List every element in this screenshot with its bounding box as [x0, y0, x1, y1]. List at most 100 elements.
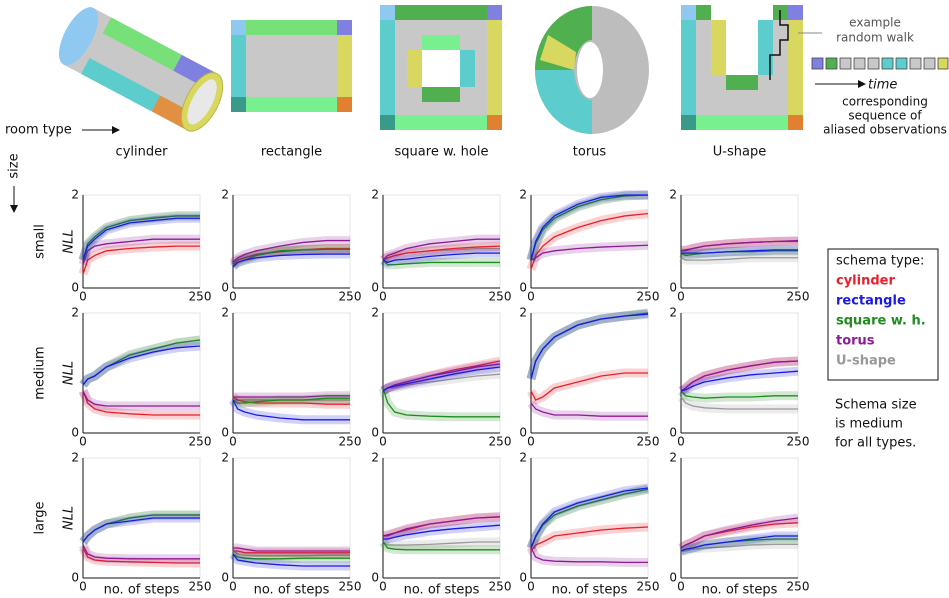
x-tick-label: 0: [229, 435, 237, 449]
legend-entry: rectangle: [836, 294, 906, 309]
legend-entry: torus: [836, 334, 875, 349]
y-tick-label: 2: [221, 451, 229, 465]
y-tick-label: 2: [371, 188, 379, 202]
row-label: small: [33, 224, 48, 259]
walk-label: random walk: [836, 31, 914, 45]
y-tick-label: 2: [519, 188, 527, 202]
figure: example random walk time corresponding s…: [0, 0, 949, 598]
x-tick-label: 250: [339, 580, 362, 594]
y-tick-label: 0: [519, 571, 527, 585]
size-label: size: [7, 153, 22, 178]
legend-entry: U-shape: [836, 354, 896, 369]
y-tick-label: 2: [519, 451, 527, 465]
row-label: large: [33, 502, 48, 535]
y-tick-label: 2: [669, 188, 677, 202]
x-axis-label: no. of steps: [702, 583, 778, 598]
column-title: rectangle: [261, 145, 322, 160]
x-tick-label: 0: [527, 580, 535, 594]
room-type-label: room type: [5, 123, 72, 138]
x-axis-label: no. of steps: [404, 583, 480, 598]
y-tick-label: 2: [221, 306, 229, 320]
x-axis-label: no. of steps: [104, 583, 180, 598]
y-tick-label: 0: [371, 426, 379, 440]
y-tick-label: 2: [519, 306, 527, 320]
walk-label: example: [849, 16, 901, 30]
note: Schema size: [835, 398, 917, 413]
x-tick-label: 250: [339, 435, 362, 449]
room-type-arrow-head: [112, 126, 120, 134]
x-tick-label: 0: [677, 290, 685, 304]
time-arrow-head: [858, 80, 866, 88]
x-tick-label: 0: [379, 290, 387, 304]
time-label: time: [868, 78, 897, 93]
y-tick-label: 0: [371, 281, 379, 295]
note: is medium: [835, 417, 903, 432]
y-tick-label: 2: [669, 306, 677, 320]
x-tick-label: 250: [637, 580, 660, 594]
x-tick-label: 0: [677, 435, 685, 449]
observation-sequence: [812, 58, 948, 69]
y-tick-label: 0: [71, 571, 79, 585]
legend-title: schema type:: [836, 254, 924, 269]
legend-entry: square w. h.: [836, 314, 926, 329]
u-shape-illustration: [681, 5, 803, 130]
sequence-label: corresponding: [842, 95, 928, 109]
y-tick-label: 2: [221, 188, 229, 202]
x-tick-label: 250: [339, 290, 362, 304]
y-tick-label: 2: [371, 306, 379, 320]
y-axis-label: NLL: [62, 506, 77, 530]
y-tick-label: 2: [71, 188, 79, 202]
size-arrow-head: [10, 205, 18, 213]
y-tick-label: 2: [71, 306, 79, 320]
y-tick-label: 2: [71, 451, 79, 465]
y-axis-label: NLL: [62, 361, 77, 385]
y-tick-label: 0: [669, 281, 677, 295]
y-tick-label: 0: [669, 571, 677, 585]
x-tick-label: 250: [787, 290, 810, 304]
y-tick-label: 2: [371, 451, 379, 465]
x-tick-label: 0: [379, 580, 387, 594]
y-tick-label: 0: [221, 426, 229, 440]
y-tick-label: 2: [669, 451, 677, 465]
y-tick-label: 0: [371, 571, 379, 585]
x-tick-label: 250: [489, 580, 512, 594]
x-tick-label: 250: [787, 435, 810, 449]
note: for all types.: [835, 436, 916, 451]
sequence-label: aliased observations: [823, 123, 947, 137]
y-tick-label: 0: [221, 281, 229, 295]
x-tick-label: 0: [527, 435, 535, 449]
x-tick-label: 0: [379, 435, 387, 449]
y-axis-label: NLL: [62, 229, 77, 253]
cylinder-illustration: [51, 1, 231, 137]
x-tick-label: 0: [527, 290, 535, 304]
column-title: cylinder: [116, 145, 169, 160]
y-tick-label: 0: [519, 281, 527, 295]
x-tick-label: 0: [79, 290, 87, 304]
x-tick-label: 250: [189, 435, 212, 449]
x-tick-label: 250: [787, 580, 810, 594]
y-tick-label: 0: [221, 571, 229, 585]
x-axis-label: no. of steps: [254, 583, 330, 598]
x-tick-label: 0: [79, 435, 87, 449]
row-label: medium: [33, 346, 48, 399]
x-tick-label: 0: [229, 580, 237, 594]
x-tick-label: 0: [79, 580, 87, 594]
column-title: U-shape: [713, 145, 766, 160]
column-title: square w. hole: [395, 145, 489, 160]
x-tick-label: 250: [489, 290, 512, 304]
y-tick-label: 0: [669, 426, 677, 440]
y-tick-label: 0: [71, 426, 79, 440]
rectangle-illustration: [231, 20, 352, 112]
x-tick-label: 250: [489, 435, 512, 449]
legend-entry: cylinder: [836, 274, 895, 289]
x-axis-label: no. of steps: [552, 583, 628, 598]
square-hole-illustration: [380, 5, 502, 130]
x-tick-label: 250: [637, 290, 660, 304]
x-tick-label: 250: [189, 580, 212, 594]
x-tick-label: 0: [677, 580, 685, 594]
x-tick-label: 250: [637, 435, 660, 449]
y-tick-label: 0: [519, 426, 527, 440]
sequence-label: sequence of: [848, 109, 922, 123]
x-tick-label: 0: [229, 290, 237, 304]
column-title: torus: [573, 145, 607, 160]
